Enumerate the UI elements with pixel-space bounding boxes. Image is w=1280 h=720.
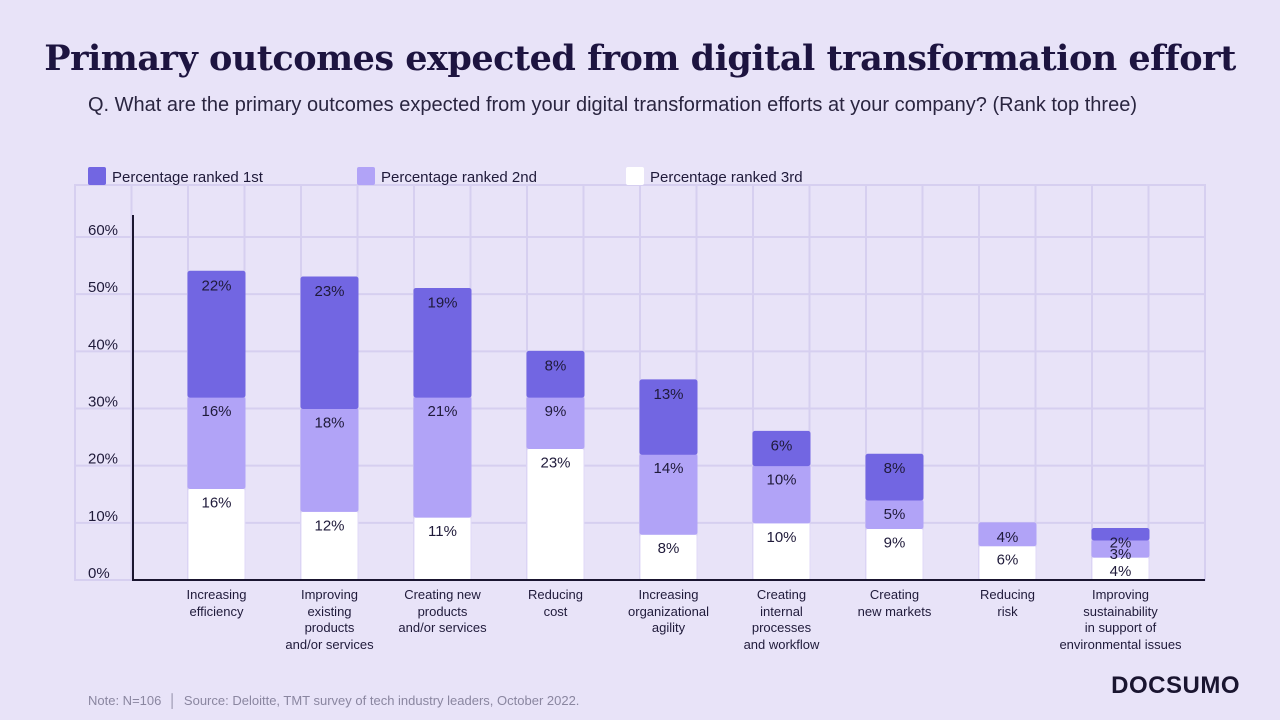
y-tick-label: 60% [88, 222, 118, 239]
legend-swatch [626, 167, 644, 185]
value-label: 13% [653, 386, 683, 403]
bar-segment [752, 430, 811, 467]
value-label: 16% [201, 495, 231, 512]
chart-title: Primary outcomes expected from digital t… [44, 38, 1236, 79]
value-label: 8% [658, 540, 680, 557]
legend-label: Percentage ranked 2nd [381, 169, 537, 186]
value-label: 8% [884, 460, 906, 477]
value-label: 19% [427, 294, 457, 311]
bar-segment [526, 350, 585, 398]
value-label: 10% [766, 472, 796, 489]
value-label: 9% [884, 535, 906, 552]
value-label: 9% [545, 403, 567, 420]
value-label: 16% [201, 403, 231, 420]
value-label: 23% [540, 454, 570, 471]
x-tick-label: Creating new markets [857, 587, 932, 619]
value-label: 6% [771, 437, 793, 454]
value-label: 4% [997, 529, 1019, 546]
value-label: 5% [884, 506, 906, 523]
y-tick-label: 0% [88, 565, 110, 582]
legend-label: Percentage ranked 1st [112, 169, 264, 186]
value-label: 14% [653, 460, 683, 477]
value-label: 4% [1110, 563, 1132, 580]
x-tick-label: Creating new products and/or services [398, 587, 487, 635]
legend-swatch [88, 167, 106, 185]
bar-segment [978, 522, 1037, 547]
bar-segment [639, 379, 698, 455]
bar-segment [300, 276, 359, 409]
legend-label: Percentage ranked 3rd [650, 169, 803, 186]
x-tick-label: Reducing cost [528, 587, 583, 619]
y-tick-label: 50% [88, 279, 118, 296]
value-label: 23% [314, 283, 344, 300]
bar-segment [1091, 528, 1150, 541]
x-tick-label: Increasing efficiency [186, 587, 247, 619]
value-label: 21% [427, 403, 457, 420]
value-label: 2% [1110, 535, 1132, 552]
value-label: 6% [997, 552, 1019, 569]
source-note: Note: N=106 │ Source: Deloitte, TMT surv… [88, 693, 580, 708]
value-label: 11% [428, 523, 457, 540]
value-label: 22% [201, 277, 231, 294]
bar-segment [413, 287, 472, 398]
y-tick-label: 40% [88, 336, 118, 353]
bar-segment [865, 453, 924, 501]
x-tick-label: Improving sustainability in support of e… [1059, 587, 1182, 652]
x-tick-label: Increasing organizational agility [628, 587, 709, 635]
value-label: 12% [314, 517, 344, 534]
bar-segment [187, 270, 246, 398]
legend-swatch [357, 167, 375, 185]
value-label: 10% [766, 529, 796, 546]
x-tick-label: Improving existing products and/or servi… [285, 587, 374, 652]
value-label: 18% [314, 414, 344, 431]
y-tick-label: 10% [88, 508, 118, 525]
value-label: 8% [545, 357, 567, 374]
y-tick-label: 30% [88, 393, 118, 410]
y-tick-label: 20% [88, 451, 118, 468]
x-tick-label: Reducing risk [980, 587, 1035, 619]
x-tick-label: Creating internal processes and workflow [743, 587, 820, 652]
value-label: 3% [1110, 546, 1132, 563]
logo: DOCSUMO [1111, 672, 1240, 699]
chart-subtitle: Q. What are the primary outcomes expecte… [88, 94, 1137, 116]
